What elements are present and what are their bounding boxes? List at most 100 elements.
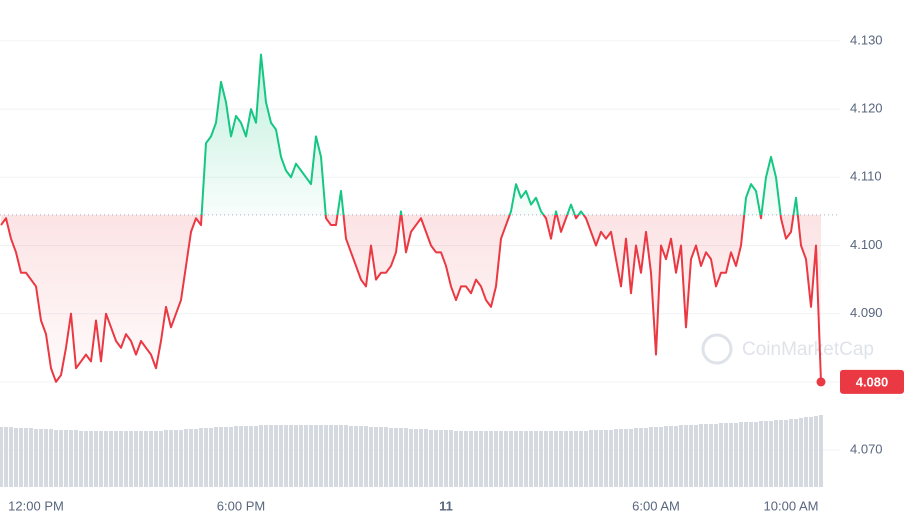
volume-bar — [819, 415, 823, 487]
volume-bar — [249, 426, 253, 487]
volume-bar — [354, 426, 358, 487]
volume-bar — [674, 426, 678, 487]
volume-bar — [134, 431, 138, 487]
volume-bar — [484, 431, 488, 487]
volume-bar — [389, 428, 393, 487]
volume-bar — [639, 428, 643, 487]
volume-bar — [599, 430, 603, 487]
volume-bar — [109, 431, 113, 487]
volume-bar — [119, 431, 123, 487]
volume-bar — [684, 425, 688, 487]
volume-bar — [84, 431, 88, 487]
volume-bar — [589, 430, 593, 487]
volume-bar — [679, 425, 683, 487]
volume-bar — [254, 426, 258, 487]
volume-bar — [574, 431, 578, 487]
volume-bar — [184, 429, 188, 487]
volume-bar — [624, 429, 628, 487]
volume-bar — [219, 427, 223, 487]
y-tick-label: 4.090 — [850, 305, 883, 320]
volume-bar — [814, 416, 818, 487]
volume-bar — [529, 431, 533, 487]
volume-bar — [799, 418, 803, 487]
volume-bar — [179, 430, 183, 487]
y-tick-label: 4.070 — [850, 442, 883, 457]
volume-bar — [334, 425, 338, 487]
volume-bar — [649, 427, 653, 487]
volume-bar — [549, 431, 553, 487]
volume-bar — [199, 428, 203, 487]
y-tick-label: 4.110 — [850, 169, 882, 184]
volume-bar — [434, 430, 438, 487]
volume-bar — [299, 425, 303, 487]
volume-bar — [129, 431, 133, 487]
volume-bar — [459, 431, 463, 487]
volume-bar — [279, 425, 283, 487]
volume-bar — [424, 429, 428, 487]
volume-bar — [414, 429, 418, 487]
volume-bar — [364, 426, 368, 487]
plot: 4.080 — [0, 53, 904, 394]
volume-bar — [229, 427, 233, 487]
volume-bar — [409, 429, 413, 487]
volume-bar — [94, 431, 98, 487]
volume-bar — [144, 431, 148, 487]
volume-bar — [764, 421, 768, 487]
volume-bar — [344, 425, 348, 487]
volume-bar — [69, 430, 73, 487]
volume-bar — [644, 428, 648, 487]
volume-bar — [754, 422, 758, 487]
volume-bar — [729, 423, 733, 487]
volume-bar — [214, 427, 218, 487]
volume-bar — [634, 428, 638, 487]
volume-bar — [739, 422, 743, 487]
volume-bar — [224, 427, 228, 487]
x-tick-label: 6:00 PM — [217, 498, 265, 513]
volume-bar — [714, 424, 718, 487]
last-price-label: 4.080 — [856, 374, 889, 389]
volume-bar — [579, 431, 583, 487]
volume-bar — [329, 425, 333, 487]
volume-bar — [699, 424, 703, 487]
volume-bar — [469, 431, 473, 487]
volume-bar — [274, 425, 278, 487]
volume-bar — [419, 429, 423, 487]
x-tick-label: 10:00 AM — [764, 498, 819, 513]
volume-bar — [339, 425, 343, 487]
volume-bar — [444, 430, 448, 487]
volume-bar — [724, 423, 728, 487]
volume-bar — [174, 430, 178, 487]
volume-bar — [609, 430, 613, 487]
watermark: CoinMarketCap — [701, 333, 874, 365]
volume-bar — [704, 424, 708, 487]
volume-bar — [779, 420, 783, 487]
volume-bar — [789, 419, 793, 487]
volume-bar — [454, 431, 458, 487]
volume-bar — [664, 426, 668, 487]
volume-bar — [24, 428, 28, 487]
volume-bar — [619, 429, 623, 487]
price-line — [0, 53, 822, 383]
volume-bar — [669, 426, 673, 487]
volume-bar — [34, 429, 38, 487]
volume-bar — [474, 431, 478, 487]
volume-bar — [559, 431, 563, 487]
last-price-box — [840, 369, 904, 394]
volume-bar — [79, 431, 83, 487]
volume-bar — [479, 431, 483, 487]
volume-bar — [239, 426, 243, 487]
volume-bar — [349, 426, 353, 487]
volume-bar — [604, 430, 608, 487]
volume-bar — [404, 428, 408, 487]
volume-bar — [809, 417, 813, 487]
volume-bar — [234, 426, 238, 487]
volume-bar — [749, 422, 753, 487]
volume — [0, 415, 823, 487]
volume-bar — [54, 430, 58, 487]
volume-bar — [149, 431, 153, 487]
y-tick-label: 4.130 — [850, 32, 883, 47]
volume-bar — [594, 430, 598, 487]
volume-bar — [794, 419, 798, 487]
volume-bar — [379, 427, 383, 487]
